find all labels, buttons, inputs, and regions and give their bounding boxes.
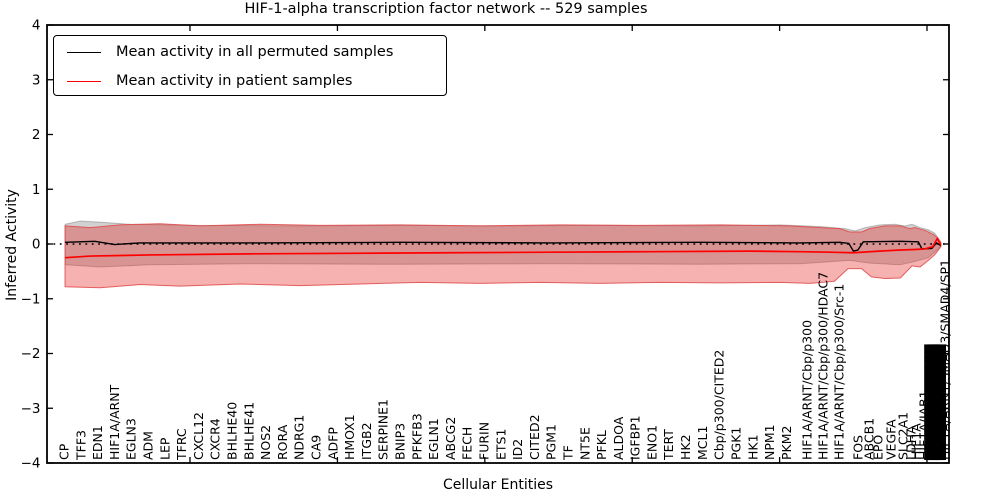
- x-category-label: Cbp/p300/CITED2: [712, 350, 727, 460]
- x-category-label: PKM2: [779, 426, 794, 460]
- x-category-label: NOS2: [258, 425, 273, 460]
- x-category-label: BNIP3: [392, 423, 407, 460]
- x-category-label: HIF1A/JAB1: [917, 390, 932, 460]
- x-category-label: ID2: [510, 439, 525, 460]
- y-tick-label: −3: [21, 401, 41, 417]
- x-category-label: SLC2A1: [895, 412, 910, 460]
- x-category-label: HIF1A/ARNT/Cbp/p300/Src-1: [831, 284, 846, 460]
- x-category-label: TF: [560, 445, 575, 461]
- legend-line-sample-red: [67, 80, 101, 82]
- x-category-label: FURIN: [477, 422, 492, 460]
- x-category-label: ADFP: [325, 427, 340, 460]
- x-category-label: TFRC: [174, 428, 189, 461]
- x-category-label: ████████████: [928, 344, 944, 461]
- x-category-label: CA9: [308, 435, 323, 460]
- x-category-label: HK2: [678, 434, 693, 460]
- y-tick-label: 1: [32, 182, 41, 198]
- chart-title: HIF-1-alpha transcription factor network…: [244, 1, 648, 17]
- x-category-label: CITED2: [527, 414, 542, 460]
- x-category-label: FECH: [460, 427, 475, 460]
- x-category-label: PGM1: [544, 424, 559, 460]
- x-category-label: SERPINE1: [376, 399, 391, 460]
- x-category-label: ████████████: [931, 344, 947, 461]
- x-category-label: HK1: [745, 434, 760, 460]
- x-category-label: RORA: [275, 424, 290, 460]
- x-category-label: NPM1: [762, 424, 777, 460]
- x-category-label: HIF1A/ARNT/Cbp/p300/HDAC7: [815, 272, 830, 460]
- legend-label-patient: Mean activity in patient samples: [116, 73, 353, 89]
- y-tick-label: 3: [32, 72, 41, 88]
- legend-line-sample-black: [67, 51, 101, 53]
- x-category-label: TERT: [661, 429, 676, 461]
- x-axis-label: Cellular Entities: [442, 477, 554, 493]
- x-category-label: NDRG1: [292, 415, 307, 460]
- legend-label-permuted: Mean activity in all permuted samples: [116, 44, 394, 60]
- x-category-label: EPO: [871, 435, 886, 460]
- x-category-label: CXCR4: [208, 418, 223, 460]
- y-axis-label: Inferred Activity: [4, 189, 20, 301]
- patient-samples-band: [64, 223, 942, 289]
- legend-item-patient: Mean activity in patient samples: [54, 67, 446, 95]
- legend-item-permuted: Mean activity in all permuted samples: [54, 38, 446, 66]
- x-category-label: TFF3: [73, 430, 88, 461]
- x-category-label: LDHA: [904, 425, 919, 460]
- x-category-label: ETS1: [493, 429, 508, 460]
- y-tick-label: 0: [32, 237, 41, 253]
- permuted-mean-line: [65, 240, 942, 252]
- x-category-label: BHLHE41: [241, 402, 256, 460]
- x-category-label: HMOX1: [342, 414, 357, 460]
- x-category-label: CXCL12: [191, 412, 206, 460]
- x-category-label: NT5E: [577, 427, 592, 460]
- x-category-label: EGLN1: [426, 418, 441, 460]
- y-tick-label: 2: [32, 127, 41, 143]
- x-category-label: BHLHE40: [225, 402, 240, 460]
- x-category-label: ABCB1: [861, 418, 876, 460]
- x-category-label: HIF1A/ARNT/Cbp/p300: [800, 320, 815, 460]
- legend: Mean activity in all permuted samples Me…: [53, 35, 447, 96]
- x-category-label: IGFBP1: [628, 415, 643, 460]
- y-tick-label: 4: [32, 18, 41, 34]
- x-category-label: PFKFB3: [409, 413, 424, 460]
- x-category-label: ADM: [141, 431, 156, 460]
- x-category-label: HIF1A: [908, 423, 923, 460]
- x-category-label: HIF1A/ARNT/SMAD3/SMAD4/SP1: [938, 259, 953, 460]
- y-tick-label: −4: [21, 456, 41, 472]
- x-category-label: VEGFA: [884, 419, 899, 460]
- x-category-label: HIF1A/ARNT: [107, 384, 122, 460]
- x-category-label: MCL1: [695, 426, 710, 460]
- x-category-label: FOS: [850, 435, 865, 460]
- x-category-label: LEP: [157, 437, 172, 460]
- x-category-label: ENO1: [644, 425, 659, 460]
- x-category-label: ABCG2: [443, 417, 458, 460]
- y-tick-label: −1: [21, 291, 41, 307]
- y-tick-label: −2: [21, 346, 41, 362]
- x-category-label: ITGB2: [359, 422, 374, 460]
- x-category-label: PFKL: [594, 430, 609, 460]
- x-category-label: ALDOA: [611, 416, 626, 460]
- x-category-label: EGLN3: [124, 418, 139, 460]
- x-category-label: CP: [56, 443, 71, 460]
- x-category-label: EDN1: [90, 425, 105, 460]
- x-category-label: ████████████: [924, 344, 940, 461]
- x-category-label: PGK1: [728, 427, 743, 460]
- patient-mean-line: [64, 237, 942, 259]
